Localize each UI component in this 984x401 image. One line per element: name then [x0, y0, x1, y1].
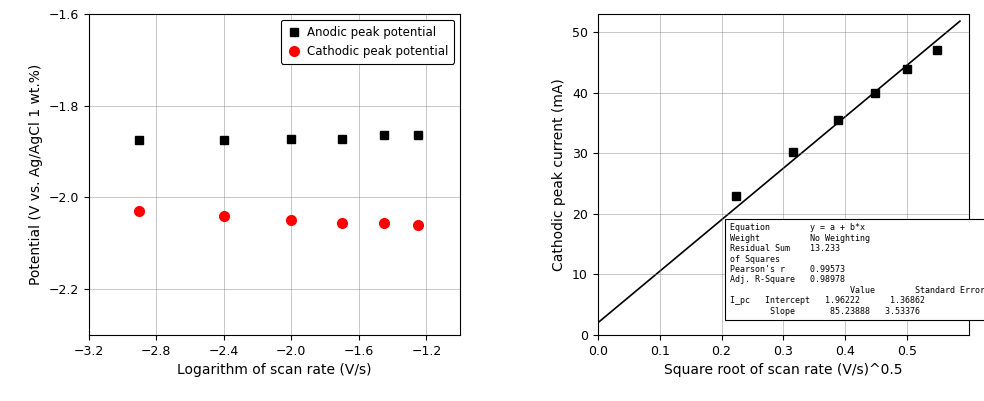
- Anodic peak potential: [336, 136, 347, 141]
- Line: Cathodic peak potential: Cathodic peak potential: [135, 206, 423, 230]
- Cathodic peak potential: [378, 221, 390, 226]
- X-axis label: Logarithm of scan rate (V/s): Logarithm of scan rate (V/s): [177, 363, 372, 377]
- Anodic peak potential: [217, 138, 229, 142]
- Anodic peak potential: [412, 133, 424, 138]
- Anodic peak potential: [378, 133, 390, 138]
- Cathodic peak potential: [336, 220, 347, 225]
- Anodic peak potential: [285, 136, 297, 141]
- Cathodic peak potential: [133, 209, 145, 213]
- Cathodic peak potential: [285, 218, 297, 223]
- Line: Anodic peak potential: Anodic peak potential: [135, 131, 422, 144]
- Text: Equation        y = a + b*x
Weight          No Weighting
Residual Sum    13.233
: Equation y = a + b*x Weight No Weighting…: [729, 223, 984, 316]
- Y-axis label: Cathodic peak current (mA): Cathodic peak current (mA): [552, 78, 567, 271]
- Anodic peak potential: [133, 138, 145, 142]
- X-axis label: Square root of scan rate (V/s)^0.5: Square root of scan rate (V/s)^0.5: [664, 363, 902, 377]
- Cathodic peak potential: [412, 223, 424, 227]
- Legend: Anodic peak potential, Cathodic peak potential: Anodic peak potential, Cathodic peak pot…: [281, 20, 455, 64]
- Y-axis label: Potential (V vs. Ag/AgCl 1 wt.%): Potential (V vs. Ag/AgCl 1 wt.%): [29, 64, 43, 285]
- Cathodic peak potential: [217, 213, 229, 218]
